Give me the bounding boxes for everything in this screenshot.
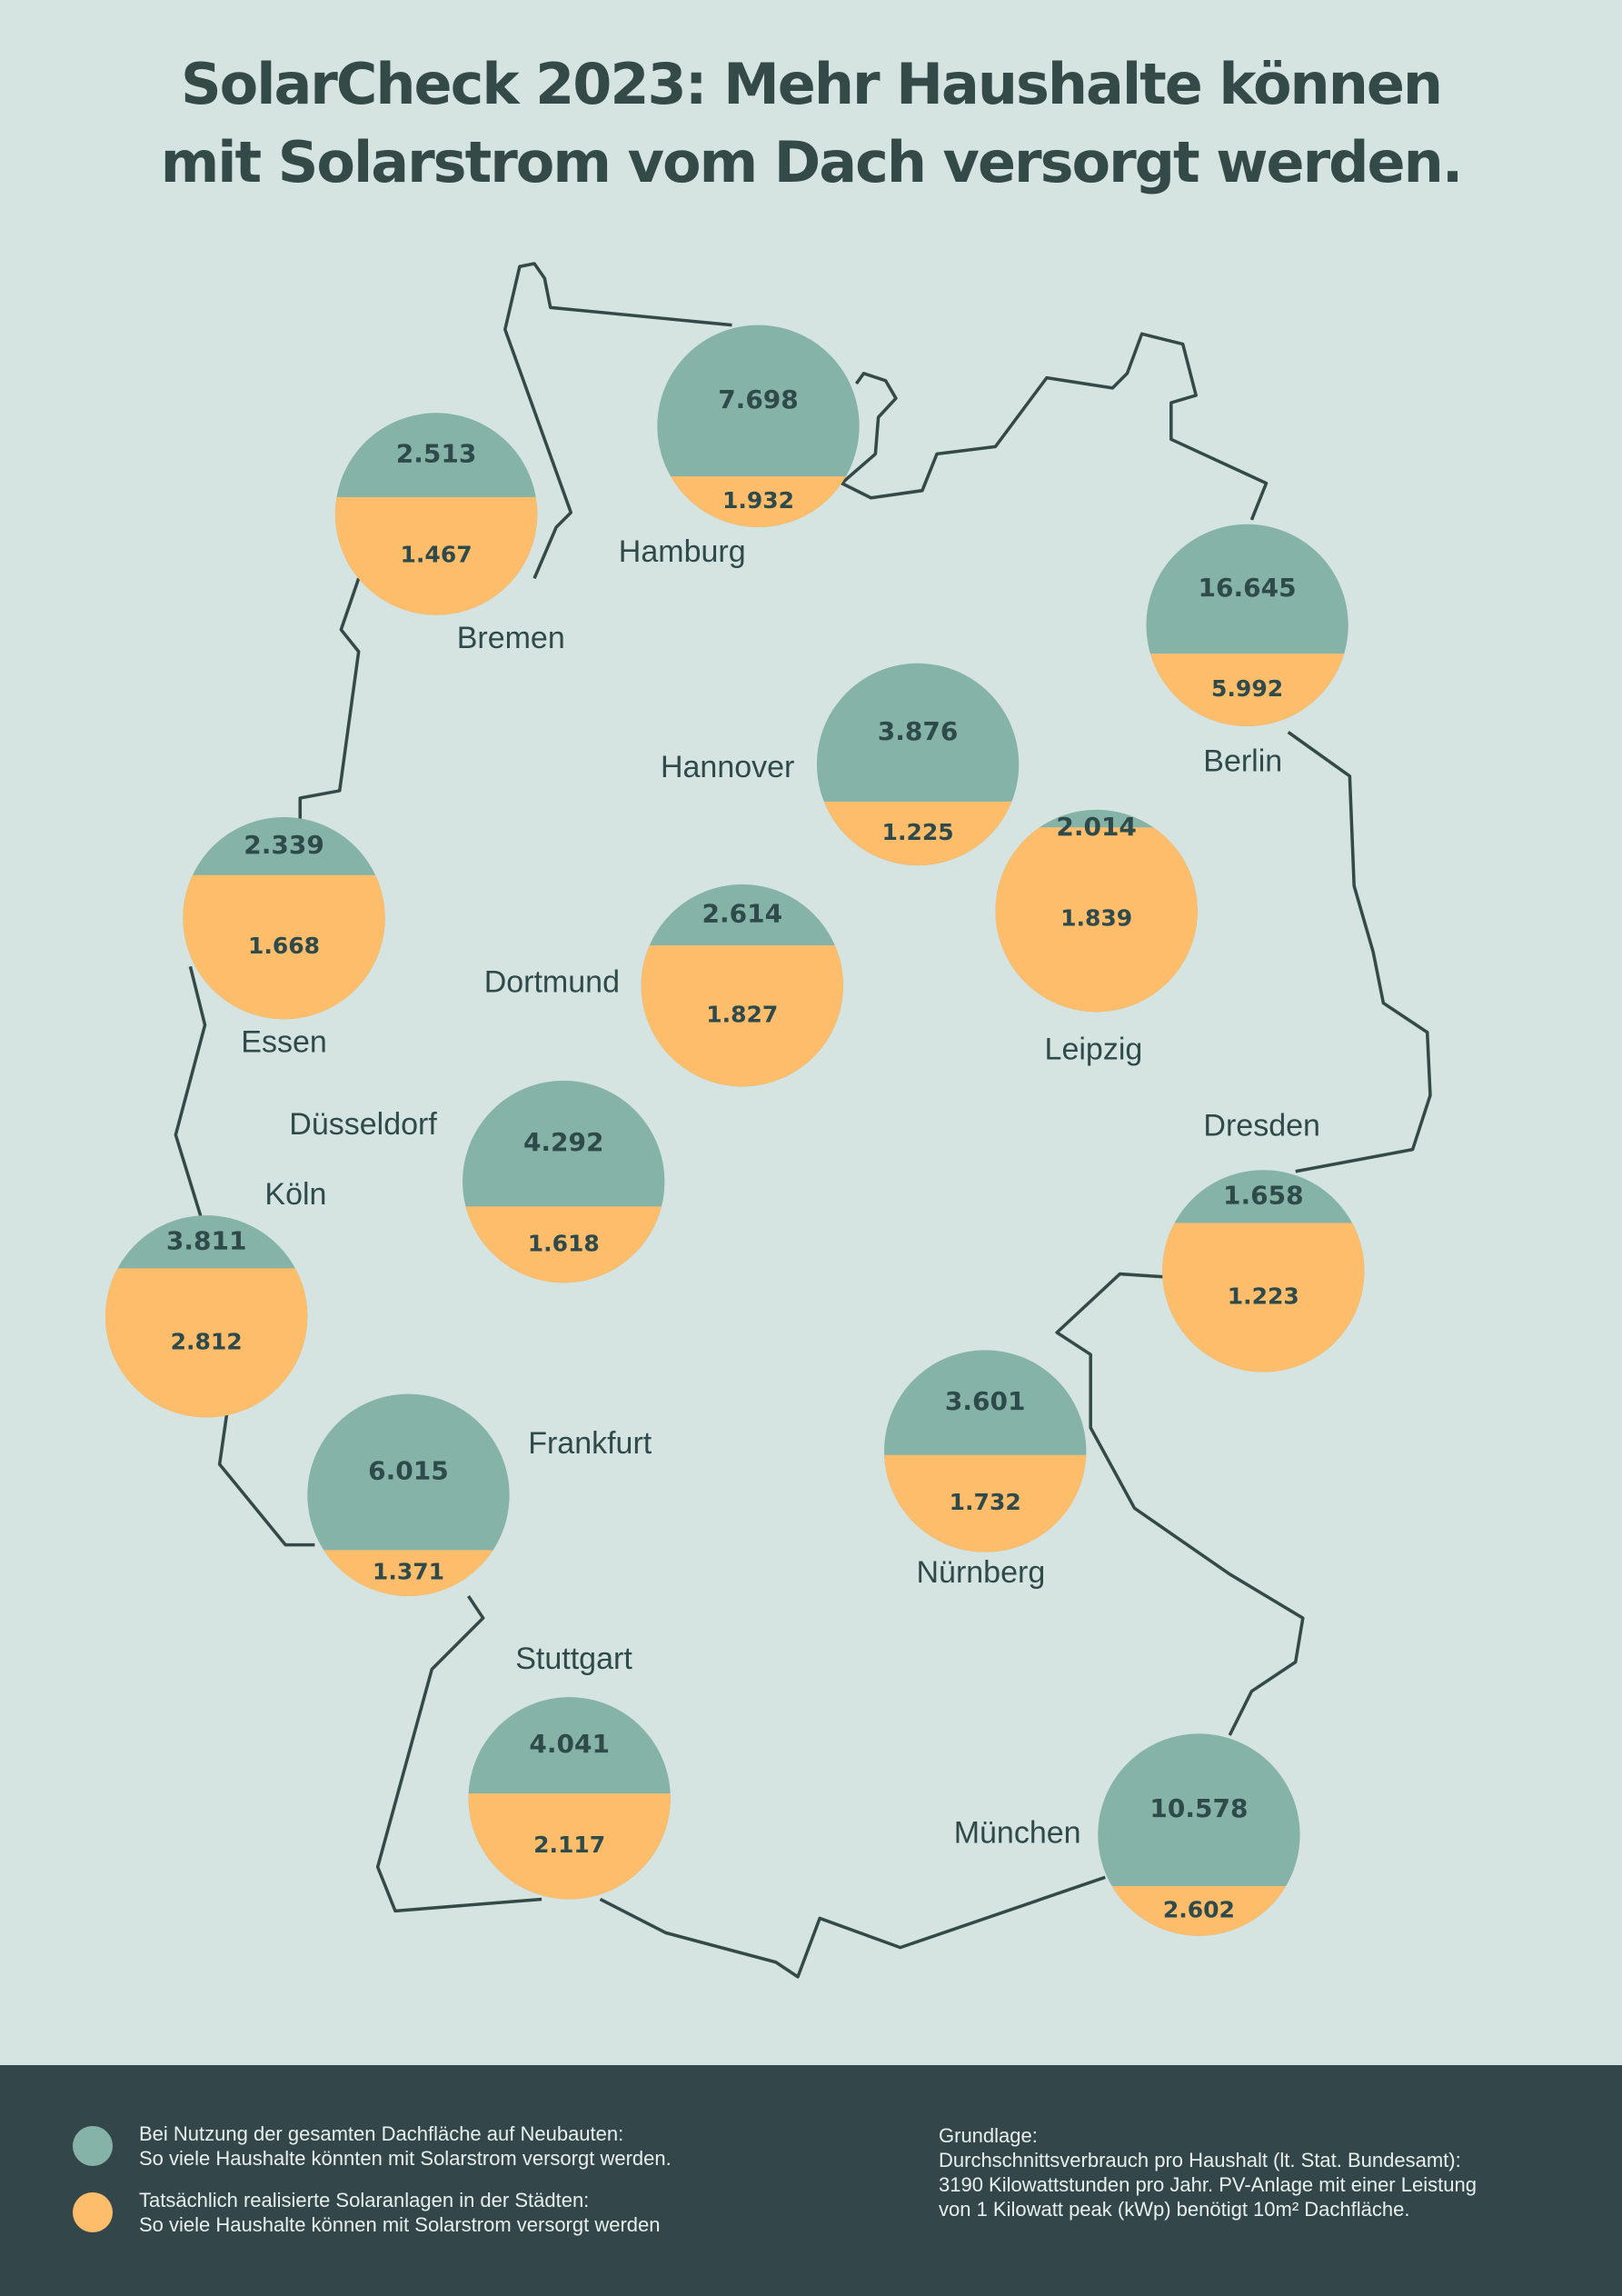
potential-label: 16.645 (1199, 573, 1297, 603)
actual-label: 2.117 (533, 1832, 605, 1858)
actual-segment (468, 1792, 671, 1900)
city-label: Bremen (457, 621, 565, 655)
potential-circle (307, 1393, 510, 1596)
actual-label: 1.618 (528, 1230, 600, 1256)
city-label: Nürnberg (916, 1555, 1045, 1590)
actual-label: 1.732 (950, 1489, 1021, 1515)
actual-label: 2.602 (1163, 1896, 1235, 1922)
legend-item: Tatsächlich realisierte Solaranlagen in … (73, 2188, 661, 2237)
city-label: Leipzig (1045, 1033, 1143, 1067)
city-label: Köln (264, 1177, 326, 1212)
city-label: Stuttgart (515, 1642, 632, 1676)
legend-swatch (73, 2192, 113, 2232)
footer: Bei Nutzung der gesamten Dachfläche auf … (0, 2065, 1622, 2296)
potential-label: 3.601 (945, 1386, 1026, 1416)
potential-label: 3.876 (878, 716, 959, 746)
actual-segment (183, 874, 385, 1020)
actual-label: 1.839 (1060, 905, 1132, 932)
potential-circle (1098, 1733, 1300, 1936)
actual-segment (323, 1550, 493, 1596)
actual-segment (1162, 1223, 1365, 1373)
potential-label: 2.014 (1056, 812, 1137, 842)
potential-label: 10.578 (1149, 1793, 1248, 1823)
actual-label: 1.467 (401, 542, 473, 568)
actual-label: 2.812 (171, 1328, 243, 1354)
city-label: Hannover (661, 750, 794, 784)
city-label: Düsseldorf (289, 1107, 437, 1142)
actual-label: 1.225 (882, 819, 954, 845)
actual-segment (823, 801, 1012, 866)
actual-label: 1.932 (722, 487, 794, 514)
note: Grundlage: Durchschnittsverbrauch pro Ha… (939, 2124, 1477, 2221)
actual-segment (1111, 1886, 1287, 1936)
city-label: Berlin (1203, 744, 1282, 778)
city-label: Frankfurt (528, 1426, 652, 1461)
potential-label: 4.292 (523, 1127, 604, 1157)
title: SolarCheck 2023: Mehr Haushalte können m… (160, 51, 1464, 195)
potential-label: 2.513 (396, 439, 477, 469)
actual-segment (465, 1206, 662, 1283)
potential-label: 7.698 (718, 384, 799, 414)
actual-label: 1.371 (373, 1559, 444, 1585)
potential-label: 4.041 (529, 1729, 610, 1759)
potential-label: 2.339 (244, 830, 324, 860)
actual-label: 5.992 (1211, 675, 1283, 702)
city-label: Hamburg (619, 534, 746, 569)
potential-label: 1.658 (1223, 1180, 1304, 1210)
actual-segment (995, 827, 1198, 1013)
city-label: Essen (241, 1025, 327, 1060)
actual-segment (671, 476, 846, 527)
potential-label: 3.811 (166, 1225, 247, 1255)
legend-label: Bei Nutzung der gesamten Dachfläche auf … (139, 2122, 672, 2170)
city-label: Dresden (1203, 1108, 1320, 1143)
potential-label: 2.614 (702, 899, 782, 929)
actual-segment (334, 496, 538, 615)
actual-segment (641, 944, 843, 1087)
city-label: Dortmund (484, 965, 620, 1000)
legend-swatch (73, 2126, 113, 2166)
map: 7.698 1.932 Hamburg 2.513 1.467 Bremen 16.645 5… (104, 262, 1432, 1979)
actual-segment (104, 1268, 308, 1418)
actual-segment (1149, 654, 1345, 727)
actual-label: 1.668 (248, 933, 320, 959)
actual-segment (884, 1454, 1087, 1552)
germany-outline (174, 262, 1432, 1979)
legend-label: Tatsächlich realisierte Solaranlagen in … (139, 2189, 661, 2236)
legend-item: Bei Nutzung der gesamten Dachfläche auf … (73, 2121, 672, 2171)
actual-label: 1.223 (1228, 1283, 1299, 1310)
potential-label: 6.015 (368, 1455, 449, 1485)
city-label: München (954, 1816, 1081, 1851)
actual-label: 1.827 (706, 1002, 778, 1028)
